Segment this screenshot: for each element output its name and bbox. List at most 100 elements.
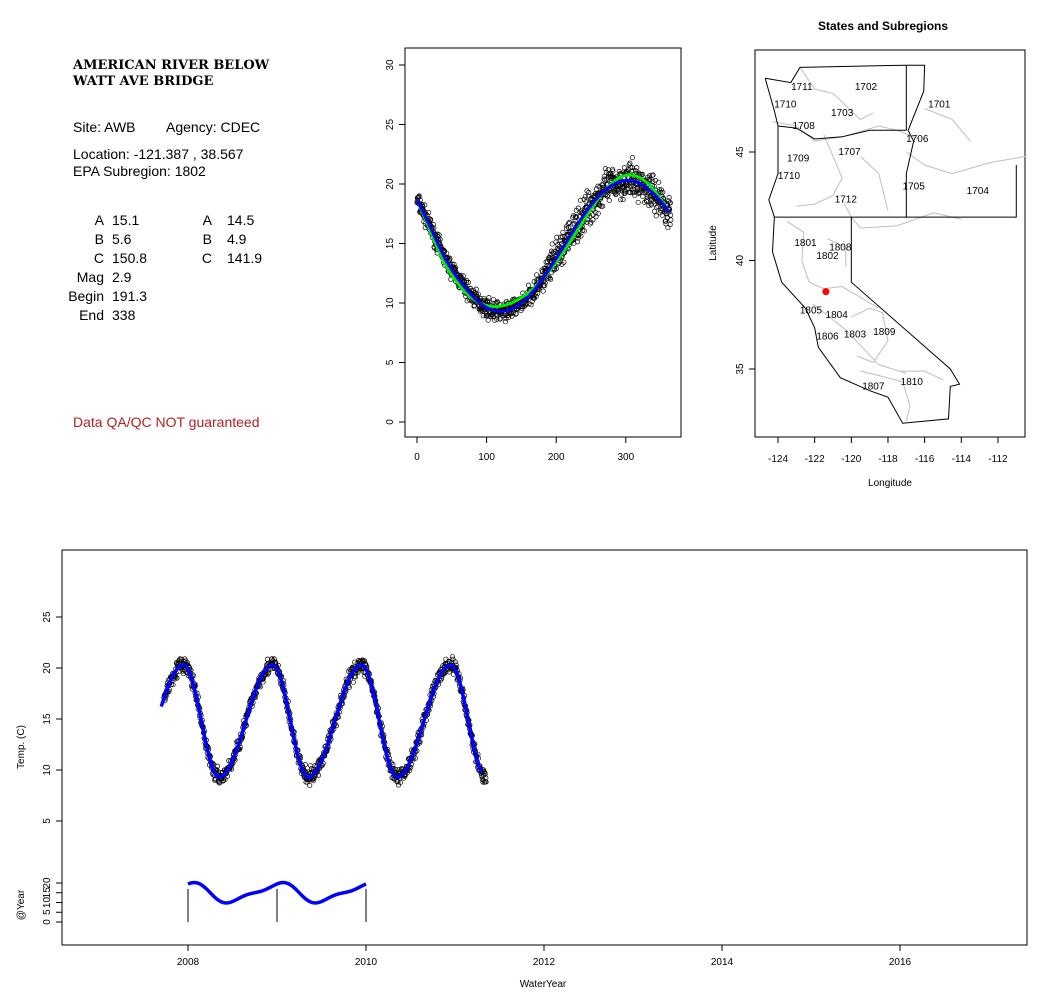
param-label: B (202, 231, 212, 247)
x-tick-label: 2016 (889, 957, 912, 968)
subregion-label: 1808 (829, 242, 852, 253)
observation-point (641, 199, 648, 205)
observation-point (460, 273, 466, 279)
observation-point (609, 188, 615, 194)
subregion-label: 1803 (844, 329, 867, 340)
y-tick-label: 5 (385, 359, 396, 365)
x-tick-label: 2010 (355, 957, 378, 968)
observation-point (652, 177, 659, 183)
observation-point (486, 299, 492, 305)
observation-point (606, 197, 612, 203)
y-tick-label: 10 (42, 764, 53, 776)
observation-point (610, 166, 616, 172)
observation-point (598, 203, 604, 209)
observation-point (605, 192, 611, 198)
subregion-boundary (786, 221, 880, 309)
param-label: Begin (68, 288, 104, 304)
observation-point (473, 291, 479, 297)
y-tick-label: 45 (735, 146, 746, 158)
state-boundary (764, 78, 961, 424)
subregion-label: 1809 (873, 327, 896, 338)
x-tick-label: -120 (841, 454, 861, 465)
observation-point (618, 197, 624, 203)
observation-point (475, 291, 481, 297)
observation-point (575, 232, 582, 238)
observation-point (452, 659, 458, 665)
observation-point (310, 778, 316, 784)
observation-point (308, 763, 314, 769)
observation-point (362, 658, 368, 664)
y2-axis-label: @Year (16, 889, 27, 920)
observation-point (214, 763, 221, 769)
observation-point (650, 178, 656, 184)
observation-point (307, 782, 313, 789)
observation-point (534, 272, 540, 278)
observation-point (464, 298, 470, 304)
y-tick-label: 30 (385, 59, 396, 71)
observation-point (473, 286, 479, 292)
observation-point (355, 669, 361, 675)
observation-point (610, 168, 616, 174)
subregion-label: 1801 (794, 238, 817, 249)
param-label: C (201, 250, 212, 266)
site-marker (822, 288, 830, 296)
param-label: B (94, 231, 104, 247)
param-value: 15.1 (112, 212, 140, 228)
y2-tick-label: 15 (42, 887, 53, 899)
subregion-label: 1708 (793, 121, 816, 132)
observation-point (350, 679, 356, 685)
x-tick-label: 2008 (177, 957, 200, 968)
y-axis-label: Latitude (708, 225, 719, 261)
observation-point (577, 197, 584, 203)
observation-point (627, 184, 633, 190)
subregion-label: 1711 (791, 82, 813, 93)
observation-point (574, 214, 580, 220)
subregion-boundary (900, 370, 944, 381)
param-value: 5.6 (112, 231, 132, 247)
observation-point (535, 290, 541, 296)
observation-point (647, 173, 653, 179)
y-tick-label: 35 (735, 363, 746, 375)
observation-point (664, 214, 670, 221)
observation-point (546, 254, 553, 260)
subregion-boundary (841, 199, 962, 229)
site-title-line2: WATT AVE BRIDGE (73, 74, 214, 89)
observation-point (656, 187, 662, 193)
observation-point (647, 178, 653, 184)
y2-tick-label: 10 (42, 897, 53, 909)
observation-point (174, 675, 180, 681)
param-label: C (93, 250, 104, 266)
observation-point (426, 209, 432, 215)
param-value: 191.3 (112, 288, 148, 304)
map-title: States and Subregions (818, 19, 949, 33)
observation-point (640, 193, 646, 200)
param-value: 141.9 (227, 250, 263, 266)
observation-point (465, 279, 471, 285)
y-tick-label: 25 (42, 611, 53, 623)
agency: Agency: CDEC (166, 119, 261, 135)
state-boundary (777, 125, 907, 140)
y-tick-label: 15 (42, 713, 53, 725)
observation-point (668, 217, 674, 223)
observation-point (483, 779, 489, 785)
observation-point (667, 200, 673, 206)
observation-point (422, 202, 428, 208)
subregion-boundary (860, 370, 911, 422)
subregion-label: 1810 (901, 377, 924, 388)
observation-point (397, 780, 403, 786)
site-id: Site: AWB (73, 119, 136, 135)
subregion-label: 1703 (831, 108, 854, 119)
fit-line (159, 663, 484, 779)
param-value: 338 (112, 307, 136, 323)
observation-point (590, 217, 596, 223)
x-axis-label: Longitude (868, 478, 912, 489)
observation-point (629, 187, 635, 193)
x-tick-label: 2012 (533, 957, 556, 968)
observation-point (604, 193, 610, 199)
y2-tick-label: 20 (42, 877, 53, 889)
subregion-label: 1705 (903, 182, 926, 193)
observation-point (315, 772, 322, 778)
observation-point (595, 210, 601, 217)
observation-point (482, 771, 488, 777)
y2-tick-label: 5 (42, 909, 53, 915)
